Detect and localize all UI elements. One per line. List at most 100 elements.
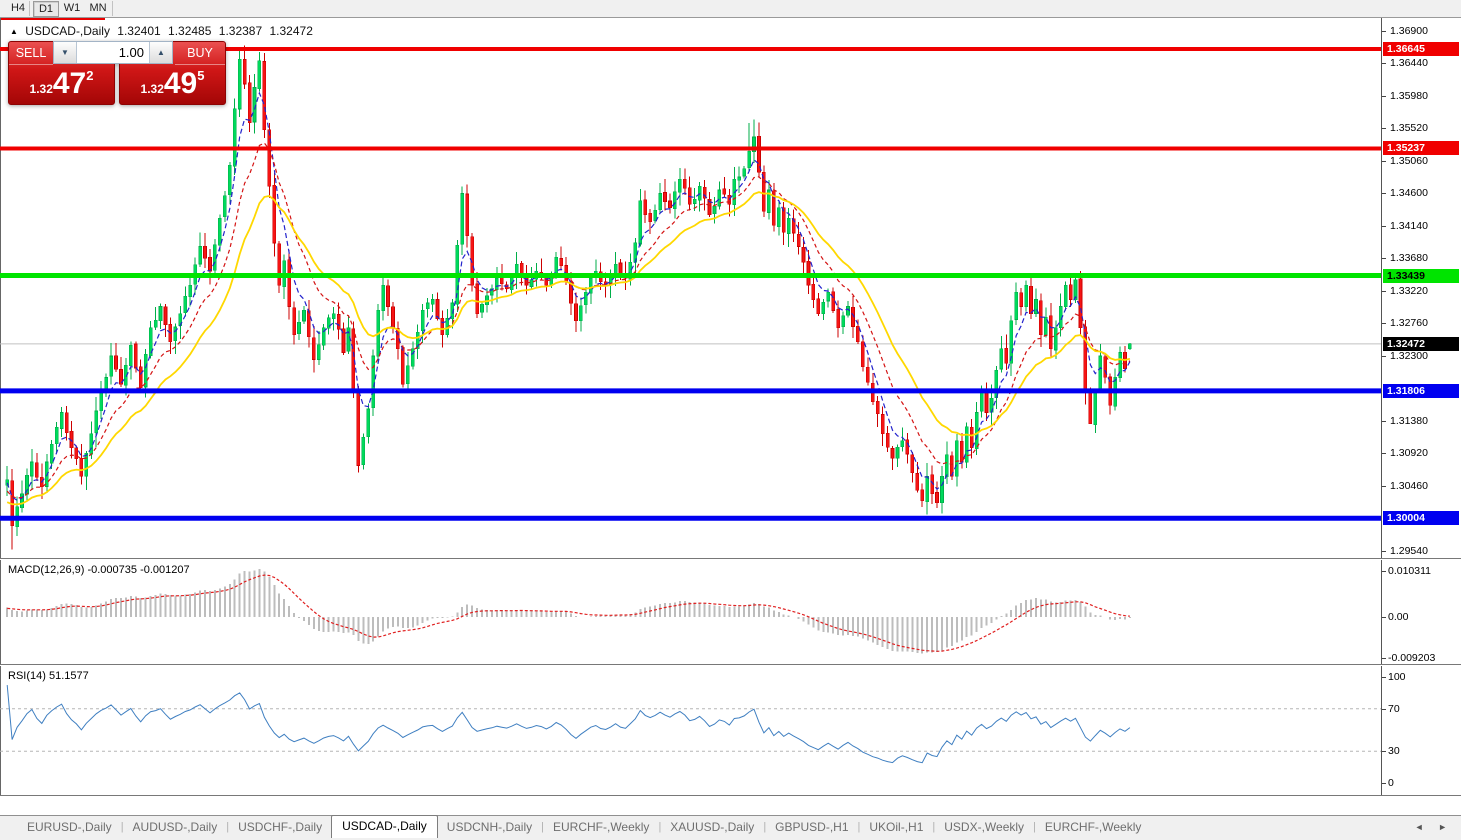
tab-scroll-arrows[interactable]: ◄ ► — [1414, 822, 1453, 832]
sell-price-pip: 2 — [86, 68, 94, 83]
rsi-axis-tick — [1382, 783, 1386, 784]
timeframe-button-h4[interactable]: H4 — [10, 2, 26, 14]
volume-increase-button[interactable]: ▲ — [149, 42, 172, 63]
rsi-axis-tick — [1382, 677, 1386, 678]
price-axis-tick — [1382, 193, 1386, 194]
price-axis-label: 1.34600 — [1390, 187, 1428, 199]
rsi-line — [6, 685, 1131, 764]
price-axis-label: 1.36440 — [1390, 57, 1428, 69]
chart-tab-xauusd-daily[interactable]: XAUUSD-,Daily — [670, 820, 755, 834]
chart-tab-usdx-weekly[interactable]: USDX-,Weekly — [944, 820, 1025, 834]
price-axis-label: 1.31380 — [1390, 415, 1428, 427]
chevron-up-icon: ▲ — [157, 48, 165, 57]
price-axis-label: 1.29540 — [1390, 545, 1428, 557]
chart-tab-eurchf-weekly[interactable]: EURCHF-,Weekly — [1044, 820, 1142, 834]
price-axis-tick — [1382, 96, 1386, 97]
price-axis-label: 1.35520 — [1390, 122, 1428, 134]
price-axis-label: 1.32300 — [1390, 350, 1428, 362]
tab-separator: | — [932, 821, 936, 833]
macd-axis-tick — [1382, 658, 1386, 659]
date-axis[interactable]: 23 Oct 201811 Nov 201829 Nov 201818 Dec … — [0, 797, 1461, 815]
rsi-axis-label: 30 — [1388, 745, 1400, 757]
price-axis-tick — [1382, 486, 1386, 487]
macd-axis-tick — [1382, 617, 1386, 618]
chart-symbol-label: USDCAD-,Daily — [25, 24, 110, 38]
volume-decrease-button[interactable]: ▼ — [54, 42, 77, 63]
price-axis-tick — [1382, 421, 1386, 422]
macd-signal-line — [7, 574, 1130, 652]
ohlc-open: 1.32401 — [117, 24, 161, 38]
window-left-border — [0, 18, 1, 796]
price-axis-tick — [1382, 226, 1386, 227]
macd-panel[interactable] — [0, 560, 1381, 664]
chart-canvas[interactable] — [0, 20, 1381, 558]
collapse-arrow-icon[interactable]: ▲ — [10, 27, 18, 36]
ohlc-high: 1.32485 — [168, 24, 212, 38]
price-axis-label: 1.34140 — [1390, 220, 1428, 232]
macd-axis-label: 0.010311 — [1388, 565, 1432, 577]
price-axis-tick — [1382, 128, 1386, 129]
rsi-axis-label: 100 — [1388, 671, 1406, 683]
candles — [5, 45, 1132, 550]
sell-button[interactable]: SELL — [9, 42, 53, 65]
price-axis-label: 1.30920 — [1390, 447, 1428, 459]
toolbar-separator — [112, 1, 113, 16]
timeframe-button-d1[interactable]: D1 — [33, 1, 59, 17]
timeframe-button-w1[interactable]: W1 — [63, 2, 81, 14]
sell-price: 1.32 47 2 — [9, 65, 114, 104]
buy-price-pip: 5 — [197, 68, 205, 83]
buy-price-prefix: 1.32 — [140, 82, 164, 96]
tab-separator: | — [763, 821, 767, 833]
sell-price-big: 47 — [52, 67, 87, 100]
price-axis-tick — [1382, 31, 1386, 32]
price-axis-label: 1.33220 — [1390, 285, 1428, 297]
price-level-badge: 1.33439 — [1383, 269, 1459, 283]
price-axis-label: 1.35060 — [1390, 155, 1428, 167]
price-axis-tick — [1382, 63, 1386, 64]
buy-button[interactable]: BUY — [175, 42, 225, 65]
price-level-badge: 1.31806 — [1383, 384, 1459, 398]
macd-axis-tick — [1382, 571, 1386, 572]
chevron-down-icon: ▼ — [61, 48, 69, 57]
price-axis-label: 1.32760 — [1390, 317, 1428, 329]
volume-input[interactable] — [77, 42, 149, 63]
rsi-axis-tick — [1382, 751, 1386, 752]
price-axis-tick — [1382, 291, 1386, 292]
price-level-badge: 1.30004 — [1383, 511, 1459, 525]
timeframe-button-mn[interactable]: MN — [89, 2, 107, 14]
toolbar-separator — [29, 1, 30, 16]
price-axis-label: 1.30460 — [1390, 480, 1428, 492]
chart-tab-ukoil-h1[interactable]: UKOil-,H1 — [869, 820, 924, 834]
chart-tab-usdchf-daily[interactable]: USDCHF-,Daily — [238, 820, 323, 834]
price-level-badge: 1.35237 — [1383, 141, 1459, 155]
chart-tab-eurusd-daily[interactable]: EURUSD-,Daily — [27, 820, 112, 834]
sell-price-prefix: 1.32 — [29, 82, 53, 96]
buy-price: 1.32 49 5 — [120, 65, 225, 104]
rsi-panel[interactable] — [0, 666, 1381, 796]
price-axis-tick — [1382, 161, 1386, 162]
buy-price-big: 49 — [163, 67, 198, 100]
tab-separator: | — [541, 821, 544, 833]
price-axis-label: 1.35980 — [1390, 90, 1428, 102]
price-axis-tick — [1382, 323, 1386, 324]
ohlc-low: 1.32387 — [218, 24, 263, 38]
chart-tab-audusd-daily[interactable]: AUDUSD-,Daily — [132, 820, 218, 834]
price-axis-border — [1381, 18, 1382, 796]
clipped-red-line-fragment — [0, 18, 105, 20]
tab-separator: | — [226, 821, 230, 833]
price-axis-tick — [1382, 551, 1386, 552]
chart-tab-gbpusd-h1[interactable]: GBPUSD-,H1 — [775, 820, 849, 834]
timeframe-toolbar: H4 D1 W1 MN — [0, 0, 1461, 18]
macd-indicator-label: MACD(12,26,9) -0.000735 -0.001207 — [8, 564, 190, 576]
rsi-axis-label: 70 — [1388, 703, 1400, 715]
chart-tab-usdcad-daily[interactable]: USDCAD-,Daily — [331, 815, 438, 838]
tab-separator: | — [1033, 821, 1036, 833]
chart-title: ▲ USDCAD-,Daily 1.32401 1.32485 1.32387 … — [10, 24, 317, 38]
volume-spinner: ▼ ▲ — [53, 41, 173, 64]
chart-tab-bar: EURUSD-,Daily | AUDUSD-,Daily | USDCHF-,Dail… — [0, 815, 1461, 840]
chart-tab-usdcnh-daily[interactable]: USDCNH-,Daily — [446, 820, 533, 834]
macd-axis-label: -0.009203 — [1388, 652, 1436, 664]
chart-tab-eurchf-weekly[interactable]: EURCHF-,Weekly — [552, 820, 650, 834]
ma-slow-line — [6, 191, 1131, 506]
